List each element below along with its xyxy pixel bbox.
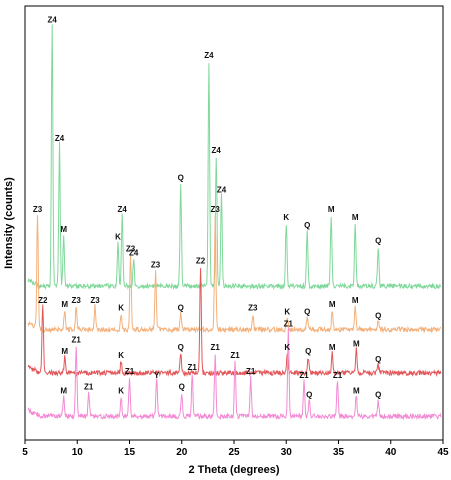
peak-label: Z4	[129, 249, 139, 258]
peak-label: Z1	[333, 371, 343, 380]
peak-label: Z2	[38, 296, 48, 305]
peak-label: Z3	[211, 205, 221, 214]
peak-label: Z4	[118, 205, 128, 214]
peak-label: Q	[305, 347, 311, 356]
peak-label: Z4	[212, 146, 222, 155]
peak-label: K	[284, 343, 290, 352]
x-tick-label: 5	[22, 447, 28, 458]
peak-label: Z3	[126, 245, 136, 254]
x-tick-label: 20	[176, 447, 188, 458]
x-tick-label: 15	[124, 447, 136, 458]
peak-label: Q	[375, 391, 381, 400]
peak-label: K	[284, 308, 290, 317]
xrd-trace-4	[27, 327, 442, 421]
peak-label: Q	[178, 343, 184, 352]
peak-label: K	[283, 213, 289, 222]
peak-label: K	[118, 351, 124, 360]
traces-layer	[27, 24, 442, 421]
peak-labels-layer: Z4 Z4 M K Z4 Z4 Q Z4 Z4 Z4 K Q M M Q Z3 M Z3 Z3 K Z3 Z3 Q Z3 Z3 K…	[33, 16, 381, 400]
peak-label: Z1	[125, 367, 135, 376]
peak-label: Z3	[33, 205, 43, 214]
peak-label: M	[61, 300, 68, 309]
x-tick-label: 40	[385, 447, 397, 458]
peak-label: Z1	[230, 351, 240, 360]
peak-label: Z1	[211, 343, 221, 352]
x-tick-label: 25	[228, 447, 240, 458]
peak-label: Q	[178, 174, 184, 183]
peak-label: Z4	[217, 185, 227, 194]
peak-label: Y	[154, 371, 160, 380]
x-tick-label: 10	[72, 447, 84, 458]
peak-label: Z3	[248, 304, 258, 313]
peak-label: Z1	[188, 363, 198, 372]
peak-label: Q	[375, 355, 381, 364]
peak-label: M	[60, 387, 67, 396]
peak-label: M	[352, 213, 359, 222]
peak-label: M	[60, 225, 67, 234]
peak-label: Z4	[55, 134, 65, 143]
peak-label: K	[115, 233, 121, 242]
peak-label: Z4	[48, 16, 58, 25]
peak-label: M	[329, 300, 336, 309]
xrd-trace-1	[27, 24, 442, 291]
y-axis-title: Intensity (counts)	[3, 177, 15, 269]
peak-label: Z4	[204, 51, 214, 60]
x-tick-label: 45	[437, 447, 449, 458]
peak-label: M	[61, 347, 68, 356]
peak-label: Q	[304, 308, 310, 317]
peak-label: Z3	[72, 296, 82, 305]
peak-label: Z1	[246, 367, 256, 376]
peak-label: Q	[178, 304, 184, 313]
peak-label: Z1	[72, 335, 82, 344]
peak-label: Z1	[84, 383, 94, 392]
peak-label: Q	[304, 221, 310, 230]
peak-label: K	[118, 387, 124, 396]
peak-label: Z3	[151, 260, 161, 269]
peak-label: M	[353, 339, 360, 348]
peak-label: Q	[179, 383, 185, 392]
xrd-trace-2	[27, 215, 441, 334]
peak-label: M	[329, 343, 336, 352]
peak-label: Q	[306, 391, 312, 400]
peak-label: Z1	[284, 320, 294, 329]
peak-label: M	[353, 387, 360, 396]
peak-label: Z1	[299, 371, 309, 380]
peak-label: Z3	[90, 296, 100, 305]
peak-label: M	[352, 296, 359, 305]
peak-label: Q	[375, 312, 381, 321]
x-axis-ticks: 5 10 15 20 25 30 35 40 45	[22, 440, 449, 458]
x-axis-title: 2 Theta (degrees)	[188, 464, 279, 476]
x-tick-label: 35	[333, 447, 345, 458]
peak-label: K	[118, 304, 124, 313]
x-tick-label: 30	[281, 447, 293, 458]
peak-label: M	[328, 205, 335, 214]
peak-label: Q	[375, 237, 381, 246]
peak-label: Z2	[196, 256, 206, 265]
